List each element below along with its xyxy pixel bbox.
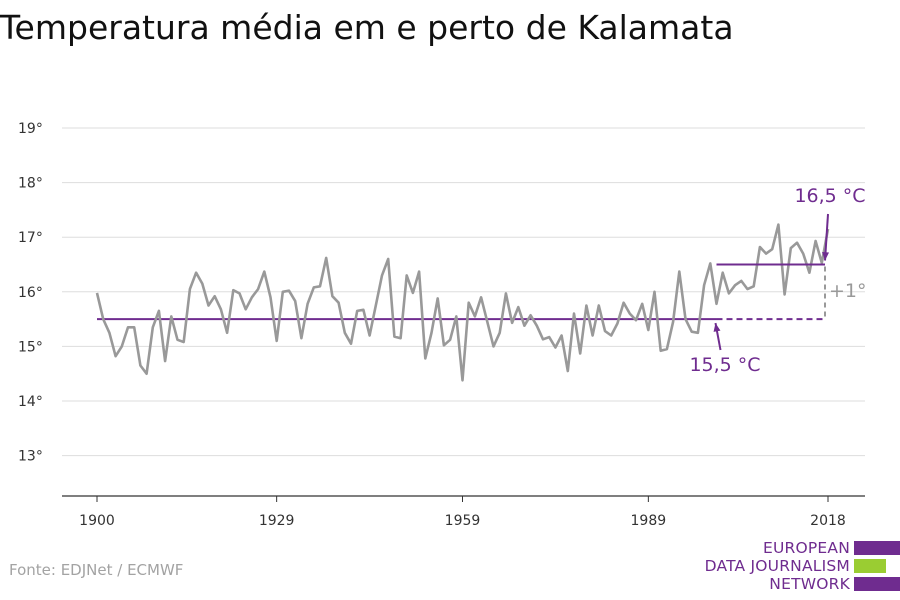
x-tick-label: 1959 — [445, 513, 481, 529]
x-tick-label: 1900 — [79, 513, 115, 529]
source-credit: Fonte: EDJNet / ECMWF — [9, 561, 184, 579]
y-axis: 13° 14° 15° 16° 17° 18° 19° — [18, 121, 43, 465]
x-tick-label: 1929 — [259, 513, 295, 529]
y-tick-label: 14° — [18, 394, 43, 410]
temperature-series — [95, 223, 830, 382]
x-axis: 1900 1929 1959 1989 2018 — [62, 495, 865, 529]
y-tick-label: 16° — [18, 285, 43, 301]
y-tick-label: 15° — [18, 339, 43, 355]
recent-average-label: 16,5 °C — [794, 185, 865, 207]
chart-title: Temperatura média em e perto de Kalamata — [0, 8, 734, 47]
y-tick-label: 17° — [18, 230, 43, 246]
y-tick-label: 13° — [18, 449, 43, 465]
grid-lines — [62, 127, 865, 457]
y-tick-label: 18° — [18, 176, 43, 192]
logo-bar-bottom — [854, 577, 900, 591]
logo-bar-top — [854, 541, 900, 555]
x-tick-label: 2018 — [810, 513, 846, 529]
baseline-average-label: 15,5 °C — [689, 354, 760, 376]
logo-bar-middle — [854, 559, 886, 573]
x-tick-label: 1989 — [631, 513, 667, 529]
difference-label: +1° — [829, 280, 867, 302]
arrow-baseline-head — [713, 323, 721, 332]
logo-line-data-journalism: DATA JOURNALISM — [704, 557, 850, 575]
annotations: +1° 16,5 °C 15,5 °C — [689, 185, 866, 376]
arrow-recent-head — [822, 252, 830, 261]
logo-line-network: NETWORK — [769, 575, 850, 593]
edjnet-logo: EUROPEAN DATA JOURNALISM NETWORK — [690, 538, 900, 598]
series-line — [95, 223, 830, 382]
logo-line-european: EUROPEAN — [762, 539, 850, 557]
y-tick-label: 19° — [18, 121, 43, 137]
